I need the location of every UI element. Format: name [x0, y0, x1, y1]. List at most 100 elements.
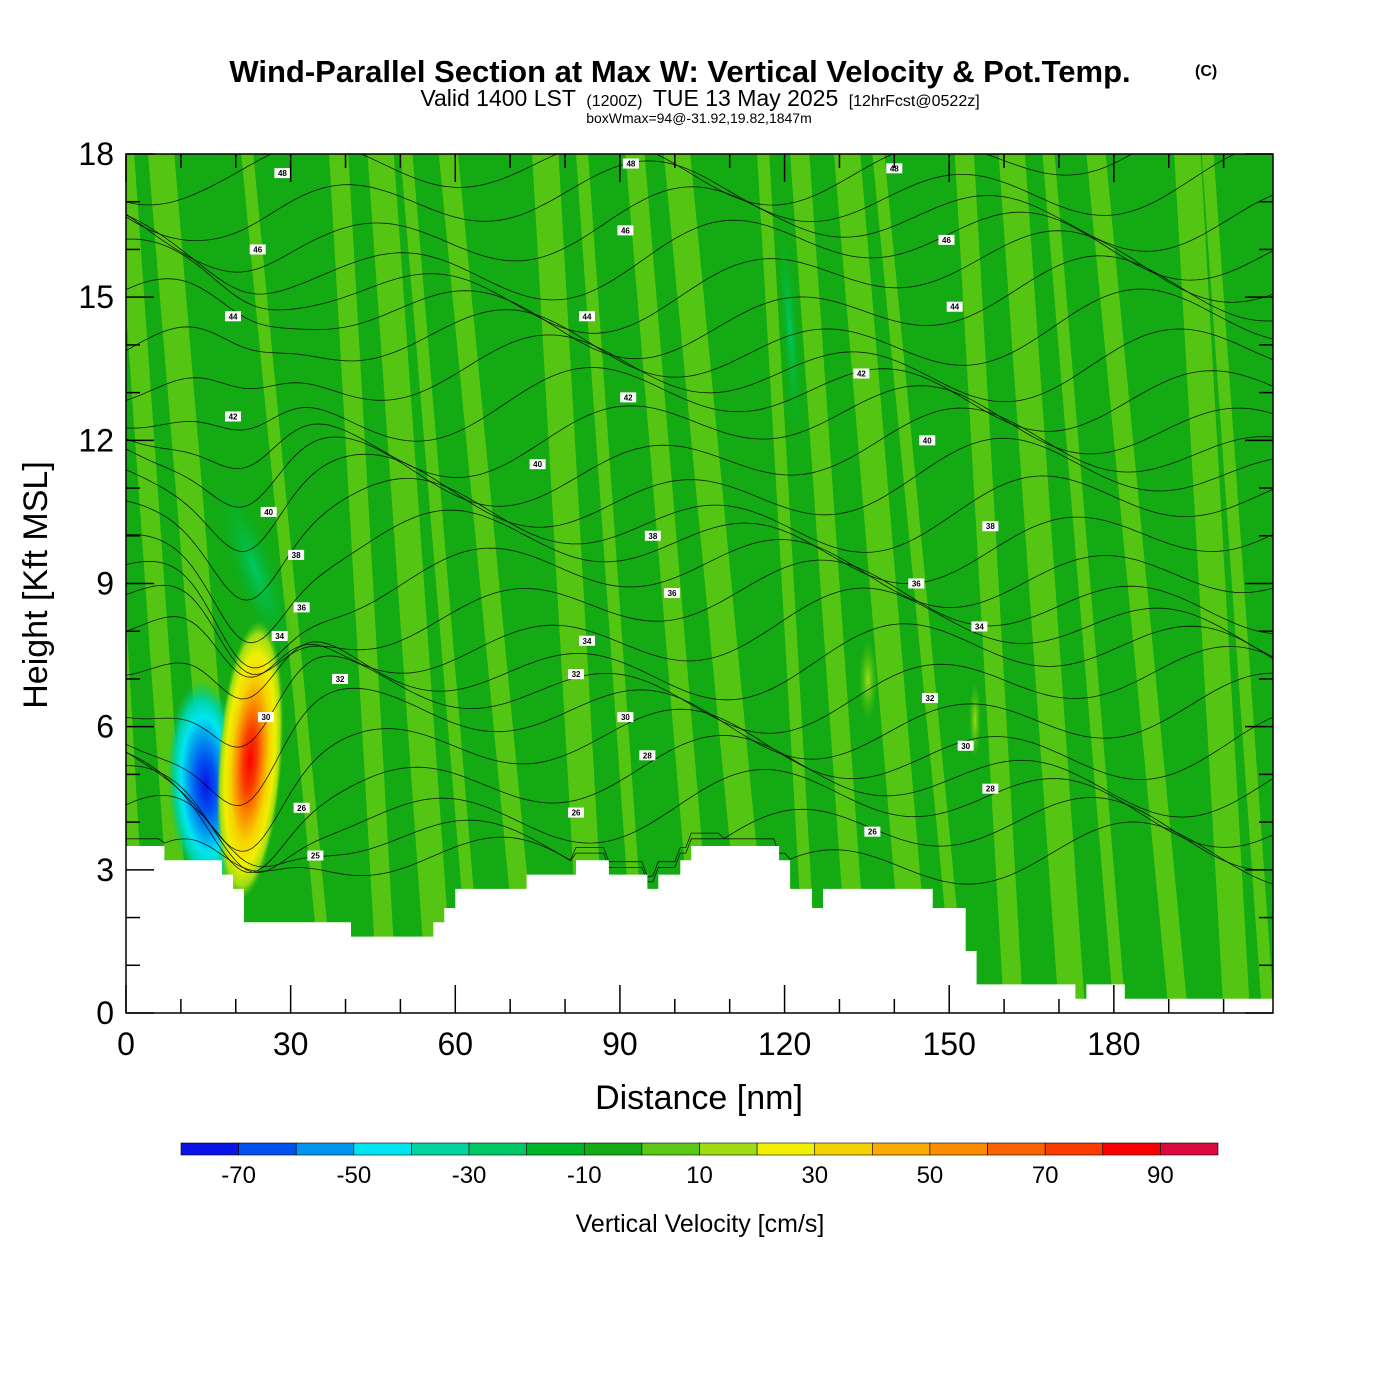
terrain — [126, 846, 1273, 1013]
contour-label-box — [957, 740, 974, 751]
velocity-streak — [998, 154, 1086, 1013]
velocity-streaks — [126, 154, 1273, 1013]
contour-label-box — [307, 850, 324, 861]
isentropes — [126, 154, 1273, 885]
velocity-streak — [576, 154, 649, 1013]
velocity-streak — [367, 154, 455, 1013]
contour-label-box — [293, 802, 310, 813]
colorbar-segment — [180, 1142, 239, 1156]
velocity-streak — [329, 154, 398, 1013]
contour-label: 30 — [957, 740, 974, 751]
contour-label-box — [971, 621, 988, 632]
contour-label-box — [921, 693, 938, 704]
contour-label: 48 — [622, 158, 639, 169]
colorbar-label: 90 — [1147, 1162, 1174, 1189]
x-tick-label: 150 — [923, 1026, 976, 1062]
colorbar-label: 30 — [801, 1162, 828, 1189]
contour-label-box — [644, 530, 661, 541]
contour-label-text: 44 — [583, 312, 592, 321]
isentrope-line — [126, 587, 1273, 678]
colorbar-label: -50 — [336, 1162, 371, 1189]
isentrope-line — [126, 385, 1273, 478]
colorbar-segment — [814, 1142, 873, 1156]
contour-label: 34 — [271, 630, 288, 641]
y-tick-label: 9 — [96, 566, 114, 602]
colorbar-segment — [468, 1142, 527, 1156]
y-tick-label: 0 — [96, 995, 114, 1031]
contour-label: 44 — [946, 301, 963, 312]
contour-label-text: 36 — [297, 603, 306, 612]
contour-label-text: 25 — [311, 852, 320, 861]
contour-label-text: 38 — [292, 551, 301, 560]
isentrope-line — [126, 437, 1273, 553]
contour-label-text: 28 — [643, 751, 652, 760]
colorbar-segment — [353, 1142, 412, 1156]
contour-label-box — [293, 602, 310, 613]
colorbar — [180, 1142, 1219, 1156]
colorbar-segment — [929, 1142, 988, 1156]
velocity-streak — [1174, 154, 1250, 1013]
contour-label-text: 34 — [275, 632, 284, 641]
colorbar-label: -70 — [221, 1162, 256, 1189]
forecast-info: [12hrFcst@0522z] — [849, 93, 980, 110]
axis-ticks — [125, 153, 1273, 1014]
colorbar-segment — [872, 1142, 931, 1156]
contour-label: 44 — [225, 311, 242, 322]
isentrope-line — [126, 255, 1273, 360]
contour-label: 28 — [982, 783, 999, 794]
contour-label-box — [639, 750, 656, 761]
contour-label-box — [568, 669, 585, 680]
valid-time-line: Valid 1400 LST (1200Z) TUE 13 May 2025 [… — [420, 85, 979, 111]
contour-label-text: 34 — [975, 622, 984, 631]
contour-label-box — [853, 368, 870, 379]
contour-label-text: 26 — [572, 809, 581, 818]
isentrope-line — [126, 559, 1273, 675]
contour-label-text: 36 — [912, 580, 921, 589]
contour-label-box — [578, 311, 595, 322]
contour-label-box — [886, 163, 903, 174]
copyright-mark: (C) — [1195, 63, 1217, 80]
contour-label: 36 — [908, 578, 925, 589]
contour-label-box — [332, 673, 349, 684]
contour-label-box — [620, 392, 637, 403]
contour-label: 25 — [307, 850, 324, 861]
contour-label-box — [938, 234, 955, 245]
isentrope-line — [126, 230, 1273, 334]
contour-label-text: 42 — [857, 370, 866, 379]
isentrope-line — [126, 539, 1273, 669]
contour-label-box — [529, 459, 546, 470]
contour-label-box — [225, 411, 242, 422]
contour-label-box — [617, 712, 634, 723]
velocity-streak — [1201, 154, 1273, 1013]
contour-label-box — [946, 301, 963, 312]
velocity-streak — [1086, 154, 1188, 1013]
x-tick-label: 120 — [758, 1026, 811, 1062]
contour-label: 32 — [568, 669, 585, 680]
colorbar-title: Vertical Velocity [cm/s] — [576, 1210, 825, 1238]
colorbar-segment — [295, 1142, 355, 1156]
x-tick-label: 180 — [1087, 1026, 1140, 1062]
contour-label-text: 44 — [229, 312, 238, 321]
contour-label-text: 26 — [868, 828, 877, 837]
contour-label-text: 36 — [668, 589, 677, 598]
contour-label-box — [274, 168, 291, 179]
isentrope-line — [126, 288, 1273, 378]
contour-label-text: 46 — [942, 236, 951, 245]
contour-label-text: 30 — [261, 713, 270, 722]
velocity-streak — [532, 154, 608, 1013]
isentrope-line — [126, 509, 1273, 644]
contour-label-box — [225, 311, 242, 322]
contour-label: 42 — [853, 368, 870, 379]
contour-label-text: 40 — [264, 508, 273, 517]
isentrope-line — [126, 645, 1273, 748]
velocity-streak — [400, 154, 484, 1013]
colorbar-label: 10 — [686, 1162, 713, 1189]
x-axis-tick-labels: 0 30 60 90 120 150 180 — [117, 1026, 1140, 1062]
contour-label: 40 — [919, 435, 936, 446]
y-axis-tick-labels: 0 3 6 9 12 15 18 — [78, 136, 114, 1031]
isentrope-line — [126, 765, 1273, 874]
contour-label-text: 40 — [533, 460, 542, 469]
contour-label-box — [864, 826, 881, 837]
downdraft-secondary — [778, 220, 802, 440]
colorbar-segment — [987, 1142, 1046, 1156]
